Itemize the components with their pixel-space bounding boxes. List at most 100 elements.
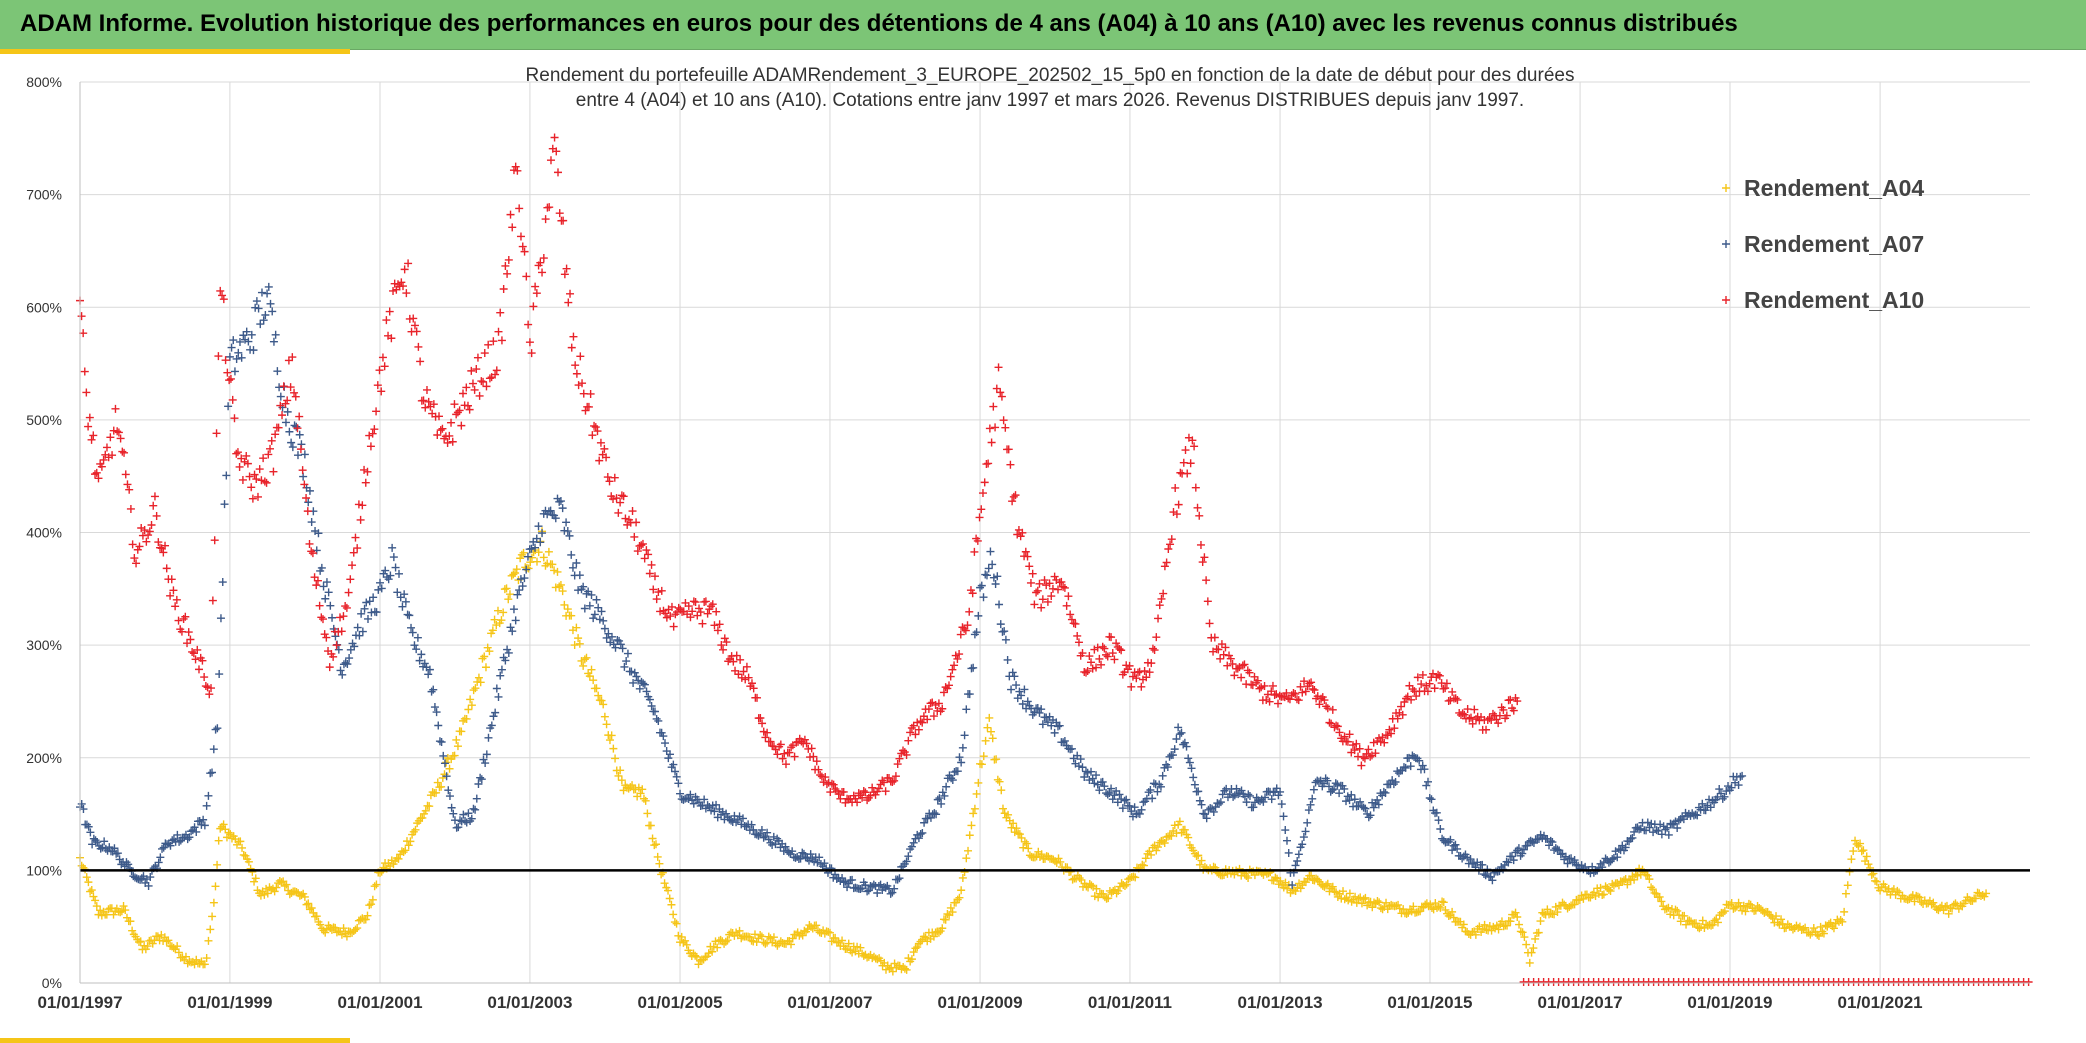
data-point (303, 507, 312, 516)
data-point (1739, 901, 1748, 910)
data-point (518, 582, 527, 591)
data-point (1645, 875, 1654, 884)
data-point (543, 559, 552, 568)
data-point (969, 809, 978, 818)
data-point (825, 928, 834, 937)
data-point (1656, 820, 1665, 829)
data-point (1948, 904, 1957, 913)
data-point (669, 622, 678, 631)
data-point (511, 616, 520, 625)
data-point (87, 886, 96, 895)
data-point (515, 204, 524, 213)
data-point (1332, 888, 1341, 897)
data-point (279, 382, 288, 391)
data-point (893, 760, 902, 769)
data-point (89, 892, 98, 901)
data-point (1291, 887, 1300, 896)
data-point (1216, 798, 1225, 807)
data-point (1366, 897, 1375, 906)
data-point (620, 662, 629, 671)
data-point (652, 714, 661, 723)
data-point (271, 330, 280, 339)
data-point (616, 640, 625, 649)
data-point (1361, 893, 1370, 902)
data-point (1402, 694, 1411, 703)
data-point (977, 505, 986, 514)
data-point (553, 168, 562, 177)
data-point (550, 133, 559, 142)
data-point (1159, 589, 1168, 598)
data-point (1560, 900, 1569, 909)
data-point (511, 162, 520, 171)
data-point (674, 779, 683, 788)
data-point (647, 702, 656, 711)
data-point (640, 680, 649, 689)
data-point (609, 744, 618, 753)
data-point (324, 588, 333, 597)
data-point (270, 887, 279, 896)
data-point (1323, 704, 1332, 713)
data-point (532, 557, 541, 566)
data-point (1330, 887, 1339, 896)
data-point (381, 566, 390, 575)
data-point (589, 676, 598, 685)
data-point (437, 782, 446, 791)
data-point (1131, 873, 1140, 882)
data-point (1744, 899, 1753, 908)
data-point (1068, 875, 1077, 884)
data-point (1140, 861, 1149, 870)
data-point (214, 352, 223, 361)
series-a10 (76, 133, 1522, 807)
data-point (1431, 899, 1440, 908)
data-point (2024, 978, 2033, 986)
data-point (477, 775, 486, 784)
data-point (991, 423, 1000, 432)
data-point (1007, 685, 1016, 694)
data-point (1862, 852, 1871, 861)
data-point (824, 927, 833, 936)
data-point (1152, 846, 1161, 855)
data-point (109, 910, 118, 919)
data-point (307, 904, 316, 912)
data-point (480, 652, 489, 661)
data-point (969, 663, 978, 672)
data-point (747, 936, 756, 945)
x-tick-label: 01/01/1997 (37, 993, 122, 1012)
data-point (785, 748, 794, 757)
data-point (1494, 925, 1503, 934)
data-point (276, 392, 285, 401)
data-point (511, 568, 520, 577)
legend-label-a04: Rendement_A04 (1744, 175, 1924, 201)
data-point (715, 620, 724, 629)
data-point (437, 738, 446, 747)
data-point (1692, 919, 1701, 928)
data-point (1180, 825, 1189, 834)
data-point (1295, 879, 1304, 888)
data-point (1129, 872, 1138, 881)
data-point (1956, 901, 1965, 910)
data-point (267, 885, 276, 894)
data-point (1971, 894, 1980, 903)
data-point (1140, 666, 1149, 675)
legend-marker (1722, 240, 1730, 248)
data-point (494, 327, 503, 336)
data-point (1196, 540, 1205, 549)
data-point (682, 940, 691, 949)
data-point (471, 684, 480, 693)
data-point (411, 825, 420, 834)
data-point (987, 438, 996, 447)
data-point (255, 465, 264, 474)
data-point (1087, 881, 1096, 890)
data-point (489, 712, 498, 721)
data-point (1387, 900, 1396, 909)
data-point (684, 795, 693, 804)
data-point (955, 753, 964, 762)
data-point (1137, 805, 1146, 814)
data-point (1772, 912, 1781, 921)
data-point (1643, 818, 1652, 827)
data-point (759, 833, 768, 842)
data-point (351, 533, 360, 542)
data-point (1375, 898, 1384, 907)
data-point (1513, 912, 1522, 921)
data-point (1242, 872, 1251, 881)
